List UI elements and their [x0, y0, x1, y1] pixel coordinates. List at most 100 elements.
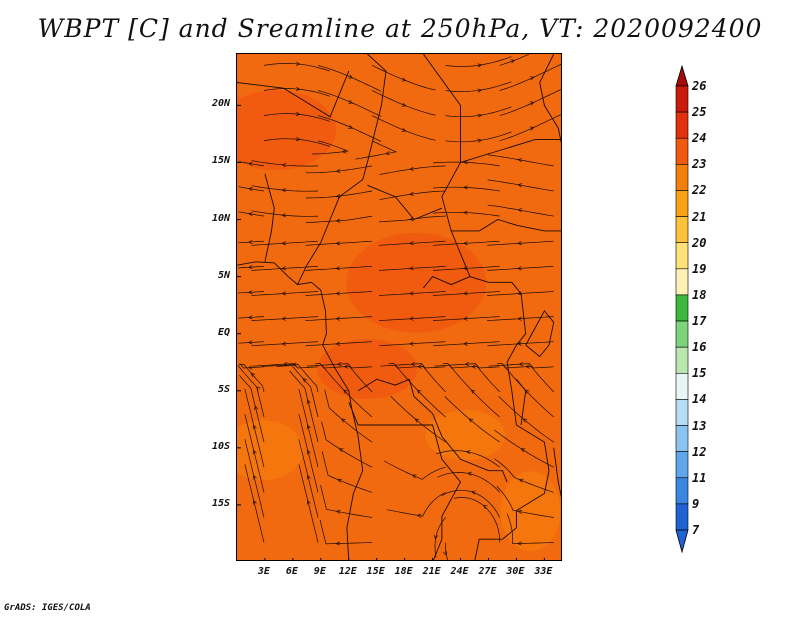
streamline [433, 341, 500, 347]
longitude-tick-label: 30E [506, 566, 525, 577]
streamline [317, 65, 382, 92]
streamline [305, 190, 373, 199]
streamline-arrow [465, 449, 471, 454]
latitude-tick-label: 15N [211, 155, 230, 167]
streamline [445, 56, 512, 67]
streamline-arrow [411, 474, 417, 479]
streamline-arrow [477, 138, 483, 143]
longitude-tick-label: 12E [338, 566, 357, 577]
streamline [433, 211, 500, 217]
streamline-arrow [529, 101, 535, 106]
streamline [262, 363, 319, 392]
streamline [448, 364, 500, 418]
streamline-arrow [348, 99, 354, 104]
streamline-arrow [247, 265, 253, 270]
streamline [305, 240, 373, 246]
streamline [390, 395, 446, 443]
streamline-arrow [338, 448, 344, 453]
streamline [298, 464, 319, 543]
streamline [252, 363, 319, 369]
streamline-arrow [247, 315, 253, 320]
colorbar-segment [675, 242, 689, 270]
streamline-arrow [525, 364, 530, 369]
colorbar-level-label: 19 [692, 261, 707, 276]
streamline-arrow [477, 63, 483, 68]
streamline-arrow [482, 505, 488, 509]
colorbar-bottom-arrow [675, 529, 689, 554]
streamline-arrow [256, 386, 261, 391]
streamline-arrow [409, 291, 414, 296]
streamline-arrow [335, 266, 341, 271]
streamline [433, 316, 500, 321]
streamline [238, 211, 265, 217]
streamline-arrow [417, 364, 422, 369]
streamline-arrow [281, 163, 287, 168]
streamline-arrow [529, 76, 535, 81]
streamline-arrow [401, 127, 407, 132]
streamline-arrow [516, 541, 522, 546]
streamline-arrow [470, 389, 476, 394]
streamline-arrow [343, 389, 348, 394]
streamline-arrow [463, 210, 468, 215]
latitude-tick-label: 10S [211, 440, 230, 452]
streamline-arrow [292, 362, 297, 367]
streamline [306, 363, 373, 369]
streamline [434, 517, 446, 558]
streamline-arrow [252, 499, 257, 505]
streamline [238, 341, 265, 344]
streamline-arrow [281, 213, 287, 218]
streamline-arrow [281, 341, 287, 346]
longitude-tick-label: 21E [422, 566, 441, 577]
streamline [379, 316, 446, 321]
streamline [434, 363, 500, 369]
streamline-arrow [529, 126, 535, 131]
streamline [499, 89, 561, 116]
streamline [298, 389, 319, 468]
longitude-tick-label: 18E [394, 566, 413, 577]
streamline-arrow [467, 471, 472, 476]
streamline [445, 542, 449, 560]
latitude-tick-label: 5N [217, 269, 230, 281]
latitude-tick-label: EQ [217, 326, 230, 338]
streamline-arrow [517, 341, 522, 346]
longitude-tick-label: 33E [534, 566, 553, 577]
streamline-arrow [281, 266, 287, 271]
streamline [437, 472, 500, 493]
streamline [317, 90, 382, 117]
streamline [487, 240, 554, 246]
streamline-arrow [247, 186, 253, 191]
streamline-arrow [409, 266, 414, 271]
streamline [244, 464, 265, 543]
streamline [445, 106, 512, 118]
streamline [442, 363, 500, 393]
streamline [276, 365, 319, 418]
colorbar-level-label: 15 [692, 366, 707, 381]
colorbar-level-label: 26 [692, 79, 707, 93]
streamline-arrow [306, 474, 311, 480]
streamline-arrow [518, 478, 524, 483]
streamline-arrow [463, 241, 468, 246]
country-border-line [237, 70, 350, 118]
streamline [499, 114, 561, 142]
streamline-arrow [517, 291, 522, 296]
colorbar-segment [675, 346, 689, 374]
streamline-arrow [252, 474, 257, 480]
longitude-tick-label: 15E [366, 566, 385, 577]
streamline [251, 341, 319, 347]
streamline [251, 160, 319, 167]
streamline [355, 140, 398, 160]
streamline [263, 88, 331, 97]
streamline [488, 363, 554, 369]
streamline [305, 165, 373, 174]
streamline-arrow [335, 341, 341, 346]
streamline [433, 186, 500, 192]
streamline-arrow [348, 124, 354, 129]
streamline-arrow [348, 74, 354, 79]
streamline [238, 265, 265, 269]
streamline-arrow [281, 316, 287, 321]
streamline-arrow [337, 478, 342, 483]
wbpt-shade-patch [500, 471, 561, 552]
streamline [251, 291, 319, 296]
streamline [433, 240, 500, 246]
streamline [298, 439, 319, 518]
